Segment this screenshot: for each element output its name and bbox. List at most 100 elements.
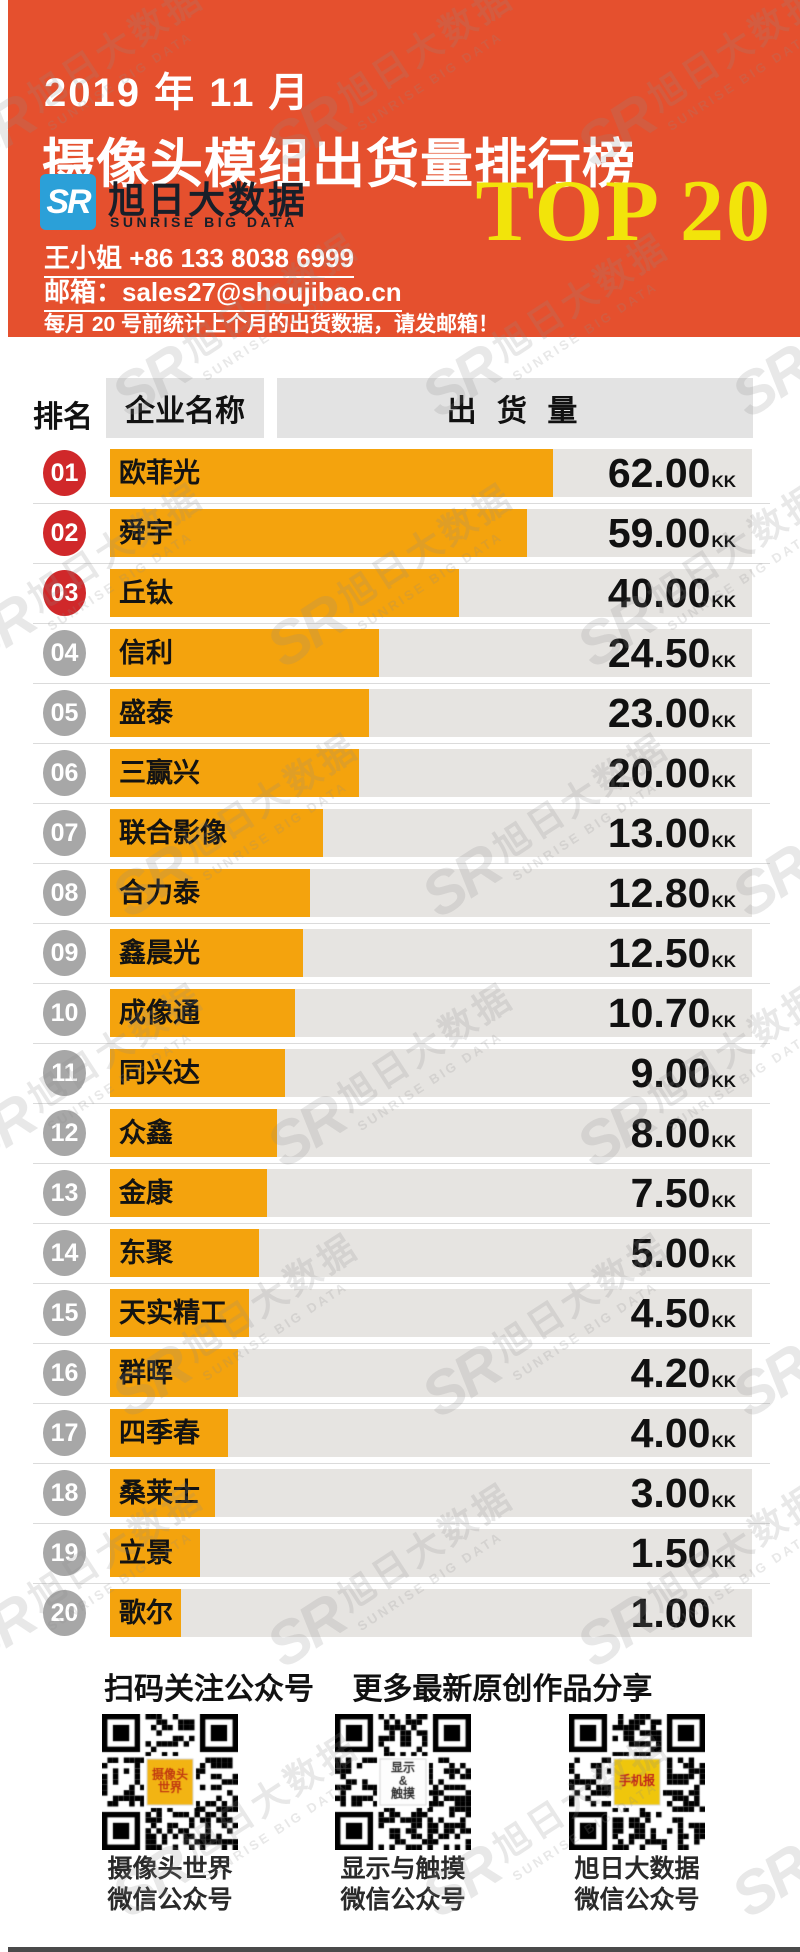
value-number: 23.00 (607, 690, 711, 736)
value-unit: KK (711, 951, 736, 971)
company-name: 欧菲光 (119, 458, 200, 488)
rank-badge: 17 (43, 1410, 86, 1456)
value-unit: KK (711, 651, 736, 671)
shipment-bar (110, 1109, 277, 1157)
shipment-bar (110, 989, 295, 1037)
shipment-value: 24.50 KK (608, 624, 736, 683)
column-header-rank: 排名 (33, 401, 93, 434)
company-name: 三赢兴 (119, 758, 200, 788)
company-name: 鑫晨光 (119, 938, 200, 968)
shipment-bar (110, 509, 527, 557)
shipment-bar (110, 629, 379, 677)
shipment-bar (110, 1289, 249, 1337)
value-number: 20.00 (607, 750, 711, 796)
value-number: 4.50 (630, 1290, 711, 1336)
ranking-row: 13 金康 7.50 KK (33, 1164, 770, 1224)
value-unit: KK (711, 1491, 736, 1511)
sr-logo-icon: SR (46, 182, 91, 221)
value-number: 40.00 (607, 570, 711, 616)
ranking-row: 11 同兴达 9.00 KK (33, 1044, 770, 1104)
rank-badge: 08 (43, 870, 86, 916)
ranking-row: 14 东聚 5.00 KK (33, 1224, 770, 1284)
value-number: 12.50 (607, 930, 711, 976)
value-number: 59.00 (607, 510, 711, 556)
bar-track (110, 1229, 752, 1277)
column-header-shipment: 出 货 量 (277, 378, 753, 438)
bar-track (110, 689, 752, 737)
rank-badge: 11 (43, 1050, 86, 1096)
brand-logo: SR (40, 174, 96, 230)
rank-badge: 16 (43, 1350, 86, 1396)
ranking-row: 06 三赢兴 20.00 KK (33, 744, 770, 804)
ranking-row: 01 欧菲光 62.00 KK (33, 444, 770, 504)
bar-track (110, 1349, 752, 1397)
bar-track (110, 749, 752, 797)
shipment-value: 3.00 KK (631, 1464, 736, 1523)
bar-track (110, 1409, 752, 1457)
value-number: 3.00 (630, 1470, 711, 1516)
rank-badge: 13 (43, 1170, 86, 1216)
bar-track (110, 1169, 752, 1217)
qr-code (102, 1714, 238, 1850)
bottom-border (8, 1947, 800, 1952)
bar-track (110, 629, 752, 677)
company-name: 成像通 (119, 998, 200, 1028)
rank-badge: 04 (43, 630, 86, 676)
bar-track (110, 989, 752, 1037)
value-unit: KK (711, 1131, 736, 1151)
value-number: 4.00 (630, 1410, 711, 1456)
shipment-value: 9.00 KK (631, 1044, 736, 1103)
ranking-row: 02 舜宇 59.00 KK (33, 504, 770, 564)
shipment-value: 4.50 KK (631, 1284, 736, 1343)
value-unit: KK (711, 471, 736, 491)
value-unit: KK (711, 1371, 736, 1391)
shipment-value: 7.50 KK (631, 1164, 736, 1223)
value-unit: KK (711, 1611, 736, 1631)
company-name: 金康 (119, 1178, 173, 1208)
shipment-value: 13.00 KK (608, 804, 736, 863)
shipment-bar (110, 1349, 238, 1397)
rank-badge: 01 (43, 450, 86, 496)
value-number: 62.00 (607, 450, 711, 496)
shipment-bar (110, 1469, 215, 1517)
contact-phone: 王小姐 +86 133 8038 6999 (44, 238, 355, 278)
company-name: 歌尔 (119, 1598, 173, 1628)
shipment-bar (110, 1529, 200, 1577)
value-unit: KK (711, 1011, 736, 1031)
header-banner: 2019 年 11 月 摄像头模组出货量排行榜 SR 旭日大数据 SUNRISE… (8, 0, 800, 337)
rank-badge: 09 (43, 930, 86, 976)
rank-badge: 12 (43, 1110, 86, 1156)
shipment-bar (110, 1229, 259, 1277)
value-number: 1.00 (630, 1590, 711, 1636)
value-unit: KK (711, 891, 736, 911)
shipment-value: 4.00 KK (631, 1404, 736, 1463)
ranking-row: 03 丘钛 40.00 KK (33, 564, 770, 624)
value-unit: KK (711, 531, 736, 551)
bar-track (110, 449, 752, 497)
ranking-row: 08 合力泰 12.80 KK (33, 864, 770, 924)
value-number: 5.00 (630, 1230, 711, 1276)
value-unit: KK (711, 1191, 736, 1211)
ranking-row: 07 联合影像 13.00 KK (33, 804, 770, 864)
shipment-bar (110, 809, 323, 857)
value-unit: KK (711, 1311, 736, 1331)
shipment-bar (110, 449, 553, 497)
value-unit: KK (711, 711, 736, 731)
company-name: 同兴达 (119, 1058, 200, 1088)
rank-badge: 19 (43, 1530, 86, 1576)
rank-badge: 06 (43, 750, 86, 796)
rank-badge: 20 (43, 1590, 86, 1636)
qr-code (335, 1714, 471, 1850)
ranking-row: 17 四季春 4.00 KK (33, 1404, 770, 1464)
shipment-value: 1.00 KK (631, 1584, 736, 1643)
top20-label: TOP 20 (475, 163, 772, 260)
value-number: 10.70 (607, 990, 711, 1036)
shipment-value: 23.00 KK (608, 684, 736, 743)
value-number: 13.00 (607, 810, 711, 856)
ranking-row: 04 信利 24.50 KK (33, 624, 770, 684)
value-number: 24.50 (607, 630, 711, 676)
footer-heading: 扫码关注公众号 更多最新原创作品分享 (104, 1673, 653, 1706)
rank-badge: 14 (43, 1230, 86, 1276)
company-name: 合力泰 (119, 878, 200, 908)
shipment-value: 4.20 KK (631, 1344, 736, 1403)
